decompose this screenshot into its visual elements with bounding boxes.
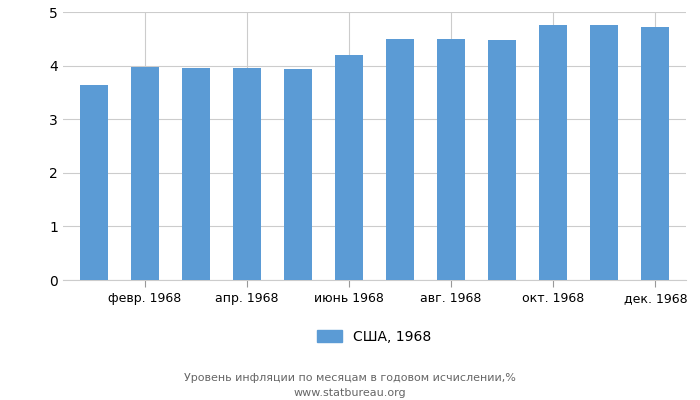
Bar xyxy=(335,56,363,280)
Bar xyxy=(80,85,108,280)
Bar xyxy=(182,68,210,280)
Bar xyxy=(284,69,312,280)
Bar xyxy=(641,27,669,280)
Bar xyxy=(233,68,261,280)
Bar xyxy=(488,40,516,280)
Bar xyxy=(590,25,618,280)
Bar xyxy=(131,67,159,280)
Legend: США, 1968: США, 1968 xyxy=(317,330,432,344)
Text: www.statbureau.org: www.statbureau.org xyxy=(294,388,406,398)
Text: Уровень инфляции по месяцам в годовом исчислении,%: Уровень инфляции по месяцам в годовом ис… xyxy=(184,373,516,383)
Bar xyxy=(386,39,414,280)
Bar xyxy=(539,25,567,280)
Bar xyxy=(437,39,465,280)
